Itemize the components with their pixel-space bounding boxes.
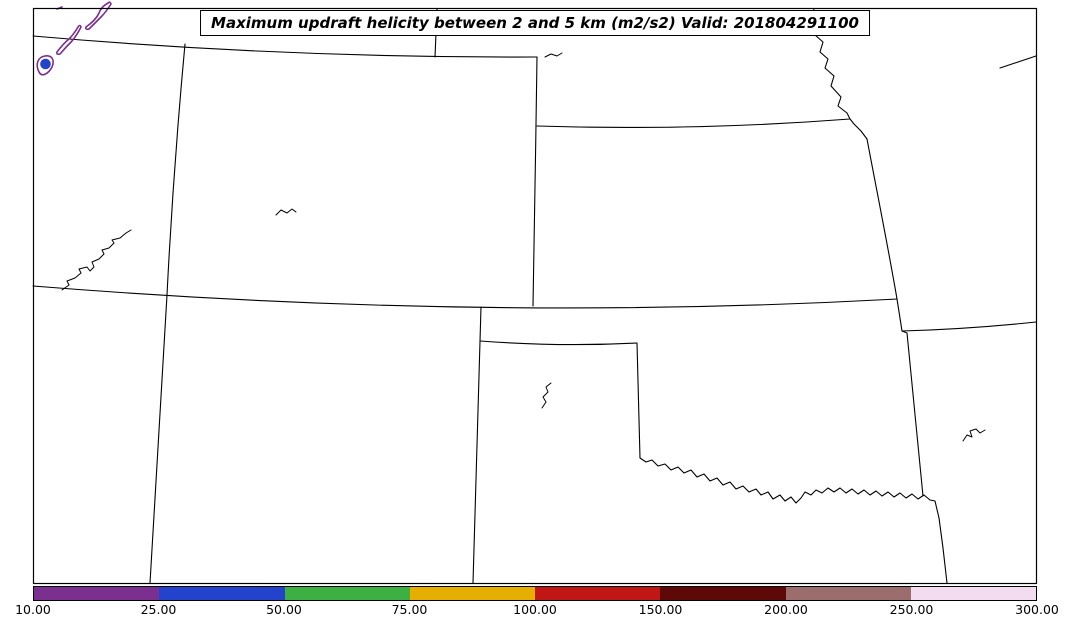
lake-outline-powell (61, 229, 132, 291)
border-37n-ut-co-nm-ks-ok (32, 285, 898, 309)
colorbar-tick-label: 75.00 (391, 602, 428, 617)
border-41n-wy-co-ne (32, 35, 538, 58)
border-109w-ut-co-nm-az (149, 43, 186, 584)
colorbar-segment (660, 587, 786, 600)
border-ok-mo (896, 298, 903, 332)
lake-outline-colorado (275, 208, 297, 216)
colorbar-tick-label: 10.00 (15, 602, 51, 617)
helicity-swaths-layer (36, 1, 112, 76)
border-40n-ks-ne (536, 118, 851, 129)
colorbar-tick-label: 300.00 (1015, 602, 1059, 617)
colorbar-tick-labels: 10.00 25.00 50.00 75.00 100.00 150.00 200.00 25… (15, 602, 1059, 620)
colorbar-tick-label: 100.00 (513, 602, 557, 617)
border-red-river-ok-tx (639, 457, 948, 584)
colorbar (33, 586, 1037, 601)
lake-outline-arkansas (962, 428, 986, 442)
colorbar-segment (409, 587, 535, 600)
colorbar-segment (34, 587, 160, 600)
colorbar-segment (785, 587, 911, 600)
border-ok-ar (901, 330, 924, 497)
colorbar-segment (284, 587, 410, 600)
colorbar-segment (910, 587, 1036, 600)
map-frame (32, 7, 1038, 585)
helicity-swath-core (40, 58, 51, 70)
colorbar-tick-label: 25.00 (140, 602, 177, 617)
colorbar-segment (535, 587, 661, 600)
helicity-swath-contour (56, 24, 82, 56)
helicity-swath-contour (36, 55, 54, 76)
border-ia-mo (999, 55, 1037, 69)
colorbar-tick-label: 50.00 (266, 602, 302, 617)
border-mo-ar (901, 321, 1037, 332)
helicity-swath-contour (85, 1, 112, 31)
border-103w-nm-tx (472, 306, 482, 584)
lakes-layer (61, 52, 986, 442)
colorbar-segment (159, 587, 285, 600)
border-ok-panhandle-south (479, 340, 638, 346)
colorbar-tick-label: 250.00 (889, 602, 934, 617)
plot-title: Maximum updraft helicity between 2 and 5… (200, 10, 870, 36)
state-borders-layer (32, 8, 1037, 584)
lake-outline-texas-panhandle (541, 382, 552, 409)
lake-outline-nebraska (544, 52, 563, 58)
colorbar-tick-label: 200.00 (764, 602, 808, 617)
border-100w-ok-tx (636, 342, 641, 459)
border-ks-mo-east (866, 138, 898, 300)
colorbar-tick-label: 150.00 (638, 602, 683, 617)
border-102w-co-ks (532, 56, 538, 307)
